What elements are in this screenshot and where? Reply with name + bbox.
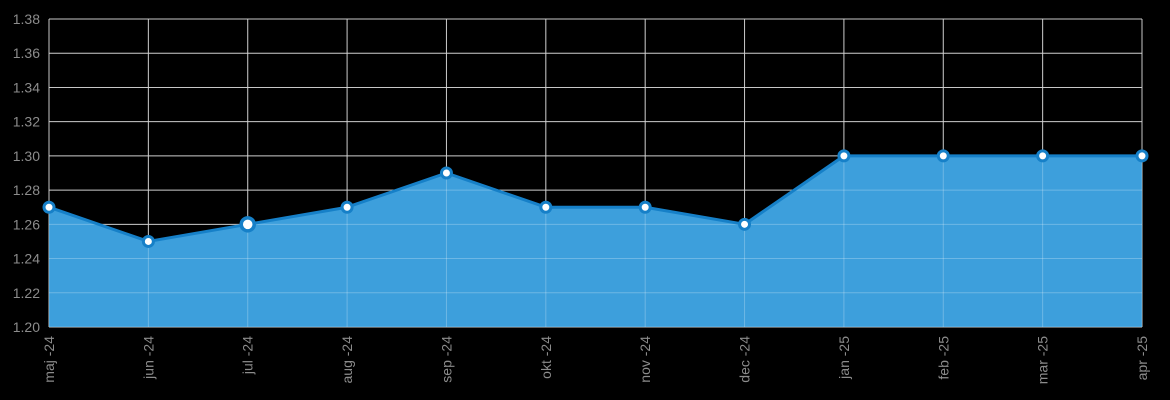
y-tick-label: 1.38 xyxy=(13,11,40,27)
x-tick-label: jun -24 xyxy=(140,336,156,380)
data-point xyxy=(1036,149,1050,163)
y-tick-label: 1.30 xyxy=(13,148,40,164)
x-tick-label: jul -24 xyxy=(240,336,256,375)
y-axis-ticks: 1.20 1.22 1.24 1.26 1.28 1.30 1.32 1.34 1.36 1.38 xyxy=(13,11,40,335)
area-fill xyxy=(49,155,1142,327)
data-point xyxy=(239,216,256,233)
y-tick-label: 1.20 xyxy=(13,319,40,335)
x-tick-label: dec -24 xyxy=(737,336,753,383)
x-tick-label: aug -24 xyxy=(339,336,355,384)
y-tick-label: 1.22 xyxy=(13,285,40,301)
y-tick-label: 1.36 xyxy=(13,45,40,61)
x-tick-label: nov -24 xyxy=(637,336,653,383)
data-point xyxy=(936,149,950,163)
data-point xyxy=(638,200,652,214)
y-tick-label: 1.28 xyxy=(13,182,40,198)
data-point xyxy=(1135,149,1149,163)
x-tick-label: okt -24 xyxy=(538,336,554,379)
series-line-layer xyxy=(48,154,1142,243)
data-point xyxy=(738,217,752,231)
x-tick-label: maj -24 xyxy=(41,336,57,383)
x-tick-label: jan -25 xyxy=(836,336,852,380)
series-line xyxy=(48,154,1142,243)
y-tick-label: 1.32 xyxy=(13,114,40,130)
data-point xyxy=(539,200,553,214)
x-axis-ticks: maj -24 jun -24 jul -24 aug -24 sep -24 okt -… xyxy=(41,336,1150,384)
x-tick-label: sep -24 xyxy=(438,336,454,383)
y-tick-label: 1.24 xyxy=(13,251,40,267)
data-points-layer xyxy=(42,149,1149,248)
data-point xyxy=(42,200,56,214)
data-point xyxy=(141,234,155,248)
x-tick-label: feb -25 xyxy=(935,336,951,380)
y-tick-label: 1.26 xyxy=(13,216,40,232)
x-tick-label: mar -25 xyxy=(1035,336,1051,384)
data-point xyxy=(837,149,851,163)
data-point xyxy=(340,200,354,214)
data-point xyxy=(439,166,453,180)
x-tick-label: apr -25 xyxy=(1134,336,1150,381)
y-tick-label: 1.34 xyxy=(13,79,40,95)
area-fill-layer xyxy=(48,18,1143,328)
